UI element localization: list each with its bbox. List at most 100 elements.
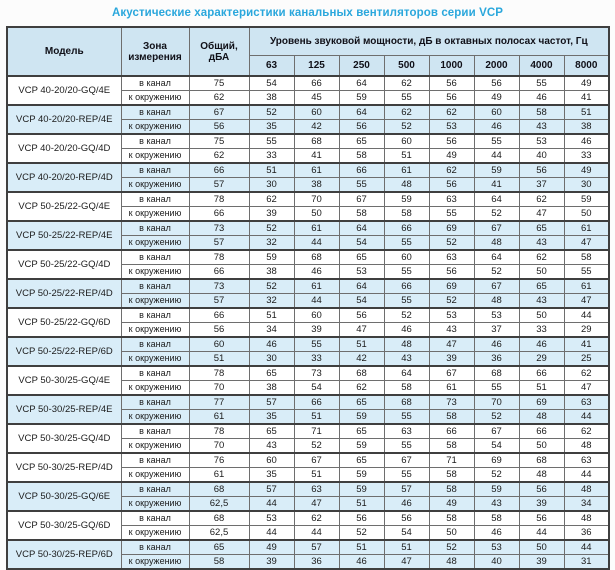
total-dba-cell: 68 [188, 510, 250, 526]
level-cell: 56 [338, 119, 385, 135]
level-cell: 52 [473, 264, 520, 280]
model-cell: VCP 50-25/22-GQ/6D [6, 307, 122, 338]
level-cell: 29 [563, 322, 610, 338]
level-cell: 67 [383, 452, 430, 468]
page-title: Акустические характеристики канальных ве… [111, 7, 504, 19]
level-cell: 53 [473, 539, 520, 555]
level-cell: 53 [248, 510, 295, 526]
zone-cell: к окружению [120, 119, 190, 135]
level-cell: 56 [338, 307, 385, 323]
level-cell: 25 [563, 351, 610, 367]
level-cell: 44 [563, 307, 610, 323]
level-cell: 57 [383, 481, 430, 497]
zone-cell: к окружению [120, 438, 190, 454]
level-cell: 65 [338, 452, 385, 468]
level-cell: 50 [518, 438, 565, 454]
col-header-total-dba: Общий, дБА [188, 26, 250, 77]
level-cell: 32 [248, 235, 295, 251]
total-dba-cell: 78 [188, 423, 250, 439]
level-cell: 59 [563, 191, 610, 207]
total-dba-cell: 78 [188, 365, 250, 381]
level-cell: 52 [248, 220, 295, 236]
level-cell: 58 [473, 510, 520, 526]
level-cell: 65 [248, 365, 295, 381]
level-cell: 62 [383, 75, 430, 91]
level-cell: 56 [428, 133, 475, 149]
total-dba-cell: 65 [188, 539, 250, 555]
table-row: VCP 50-25/22-GQ/4D в канал 78 59 68 65 60 63 64 6… [6, 249, 610, 280]
level-cell: 71 [428, 452, 475, 468]
level-cell: 55 [428, 206, 475, 222]
level-cell: 71 [293, 423, 340, 439]
level-cell: 55 [563, 264, 610, 280]
table-row: VCP 50-25/22-REP/4E в канал 73 52 61 64 66 69 67… [6, 220, 610, 251]
level-cell: 68 [383, 394, 430, 410]
level-cell: 44 [518, 525, 565, 541]
level-cell: 29 [518, 351, 565, 367]
level-cell: 62 [518, 249, 565, 265]
level-cell: 56 [518, 510, 565, 526]
level-cell: 35 [248, 467, 295, 483]
level-cell: 47 [563, 293, 610, 309]
level-cell: 52 [383, 119, 430, 135]
level-cell: 51 [518, 380, 565, 396]
total-dba-cell: 62,5 [188, 496, 250, 512]
total-dba-cell: 56 [188, 322, 250, 338]
level-cell: 53 [338, 264, 385, 280]
level-cell: 54 [338, 235, 385, 251]
level-cell: 54 [473, 438, 520, 454]
level-cell: 56 [428, 90, 475, 106]
table-header: Модель Зона измерения Общий, дБА Уровень… [6, 26, 610, 77]
level-cell: 30 [563, 177, 610, 193]
level-cell: 38 [248, 90, 295, 106]
level-cell: 57 [248, 394, 295, 410]
total-dba-cell: 78 [188, 191, 250, 207]
level-cell: 66 [518, 423, 565, 439]
level-cell: 55 [383, 90, 430, 106]
level-cell: 64 [338, 278, 385, 294]
table-row: VCP 40-20/20-REP/4D в канал 66 51 61 66 61 62 59… [6, 162, 610, 193]
level-cell: 46 [248, 336, 295, 352]
level-cell: 39 [518, 496, 565, 512]
level-cell: 60 [293, 104, 340, 120]
level-cell: 68 [293, 133, 340, 149]
level-cell: 45 [293, 90, 340, 106]
zone-cell: в канал [120, 191, 190, 207]
level-cell: 58 [338, 206, 385, 222]
level-cell: 52 [473, 206, 520, 222]
level-cell: 69 [518, 394, 565, 410]
level-cell: 41 [563, 90, 610, 106]
model-cell: VCP 40-20/20-REP/4D [6, 162, 122, 193]
level-cell: 66 [383, 220, 430, 236]
zone-cell: к окружению [120, 148, 190, 164]
level-cell: 55 [473, 133, 520, 149]
level-cell: 65 [248, 423, 295, 439]
level-cell: 55 [383, 264, 430, 280]
level-cell: 67 [473, 278, 520, 294]
level-cell: 46 [473, 525, 520, 541]
level-cell: 46 [518, 90, 565, 106]
level-cell: 66 [428, 423, 475, 439]
level-cell: 73 [293, 365, 340, 381]
level-cell: 59 [383, 191, 430, 207]
zone-cell: в канал [120, 539, 190, 555]
level-cell: 61 [563, 220, 610, 236]
level-cell: 43 [518, 293, 565, 309]
total-dba-cell: 51 [188, 351, 250, 367]
zone-cell: в канал [120, 278, 190, 294]
level-cell: 67 [338, 191, 385, 207]
table-row: к окружению 57 32 44 54 55 52 48 43 47 [7, 293, 610, 309]
level-cell: 35 [248, 119, 295, 135]
model-cell: VCP 50-30/25-REP/6D [6, 539, 122, 570]
zone-cell: в канал [120, 365, 190, 381]
total-dba-cell: 76 [188, 452, 250, 468]
table-row: к окружению 51 30 33 42 43 39 36 29 25 [7, 351, 610, 367]
level-cell: 59 [338, 481, 385, 497]
level-cell: 39 [293, 322, 340, 338]
model-cell: VCP 50-30/25-GQ/6D [6, 510, 122, 541]
header-row-1: Модель Зона измерения Общий, дБА Уровень… [6, 26, 610, 77]
table-row: VCP 50-30/25-GQ/4D в канал 78 65 71 65 63 66 67 6… [6, 423, 610, 454]
col-header-freq-2000: 2000 [473, 55, 520, 77]
table-row: к окружению 61 35 51 59 55 58 52 48 44 [7, 467, 610, 483]
level-cell: 66 [293, 394, 340, 410]
